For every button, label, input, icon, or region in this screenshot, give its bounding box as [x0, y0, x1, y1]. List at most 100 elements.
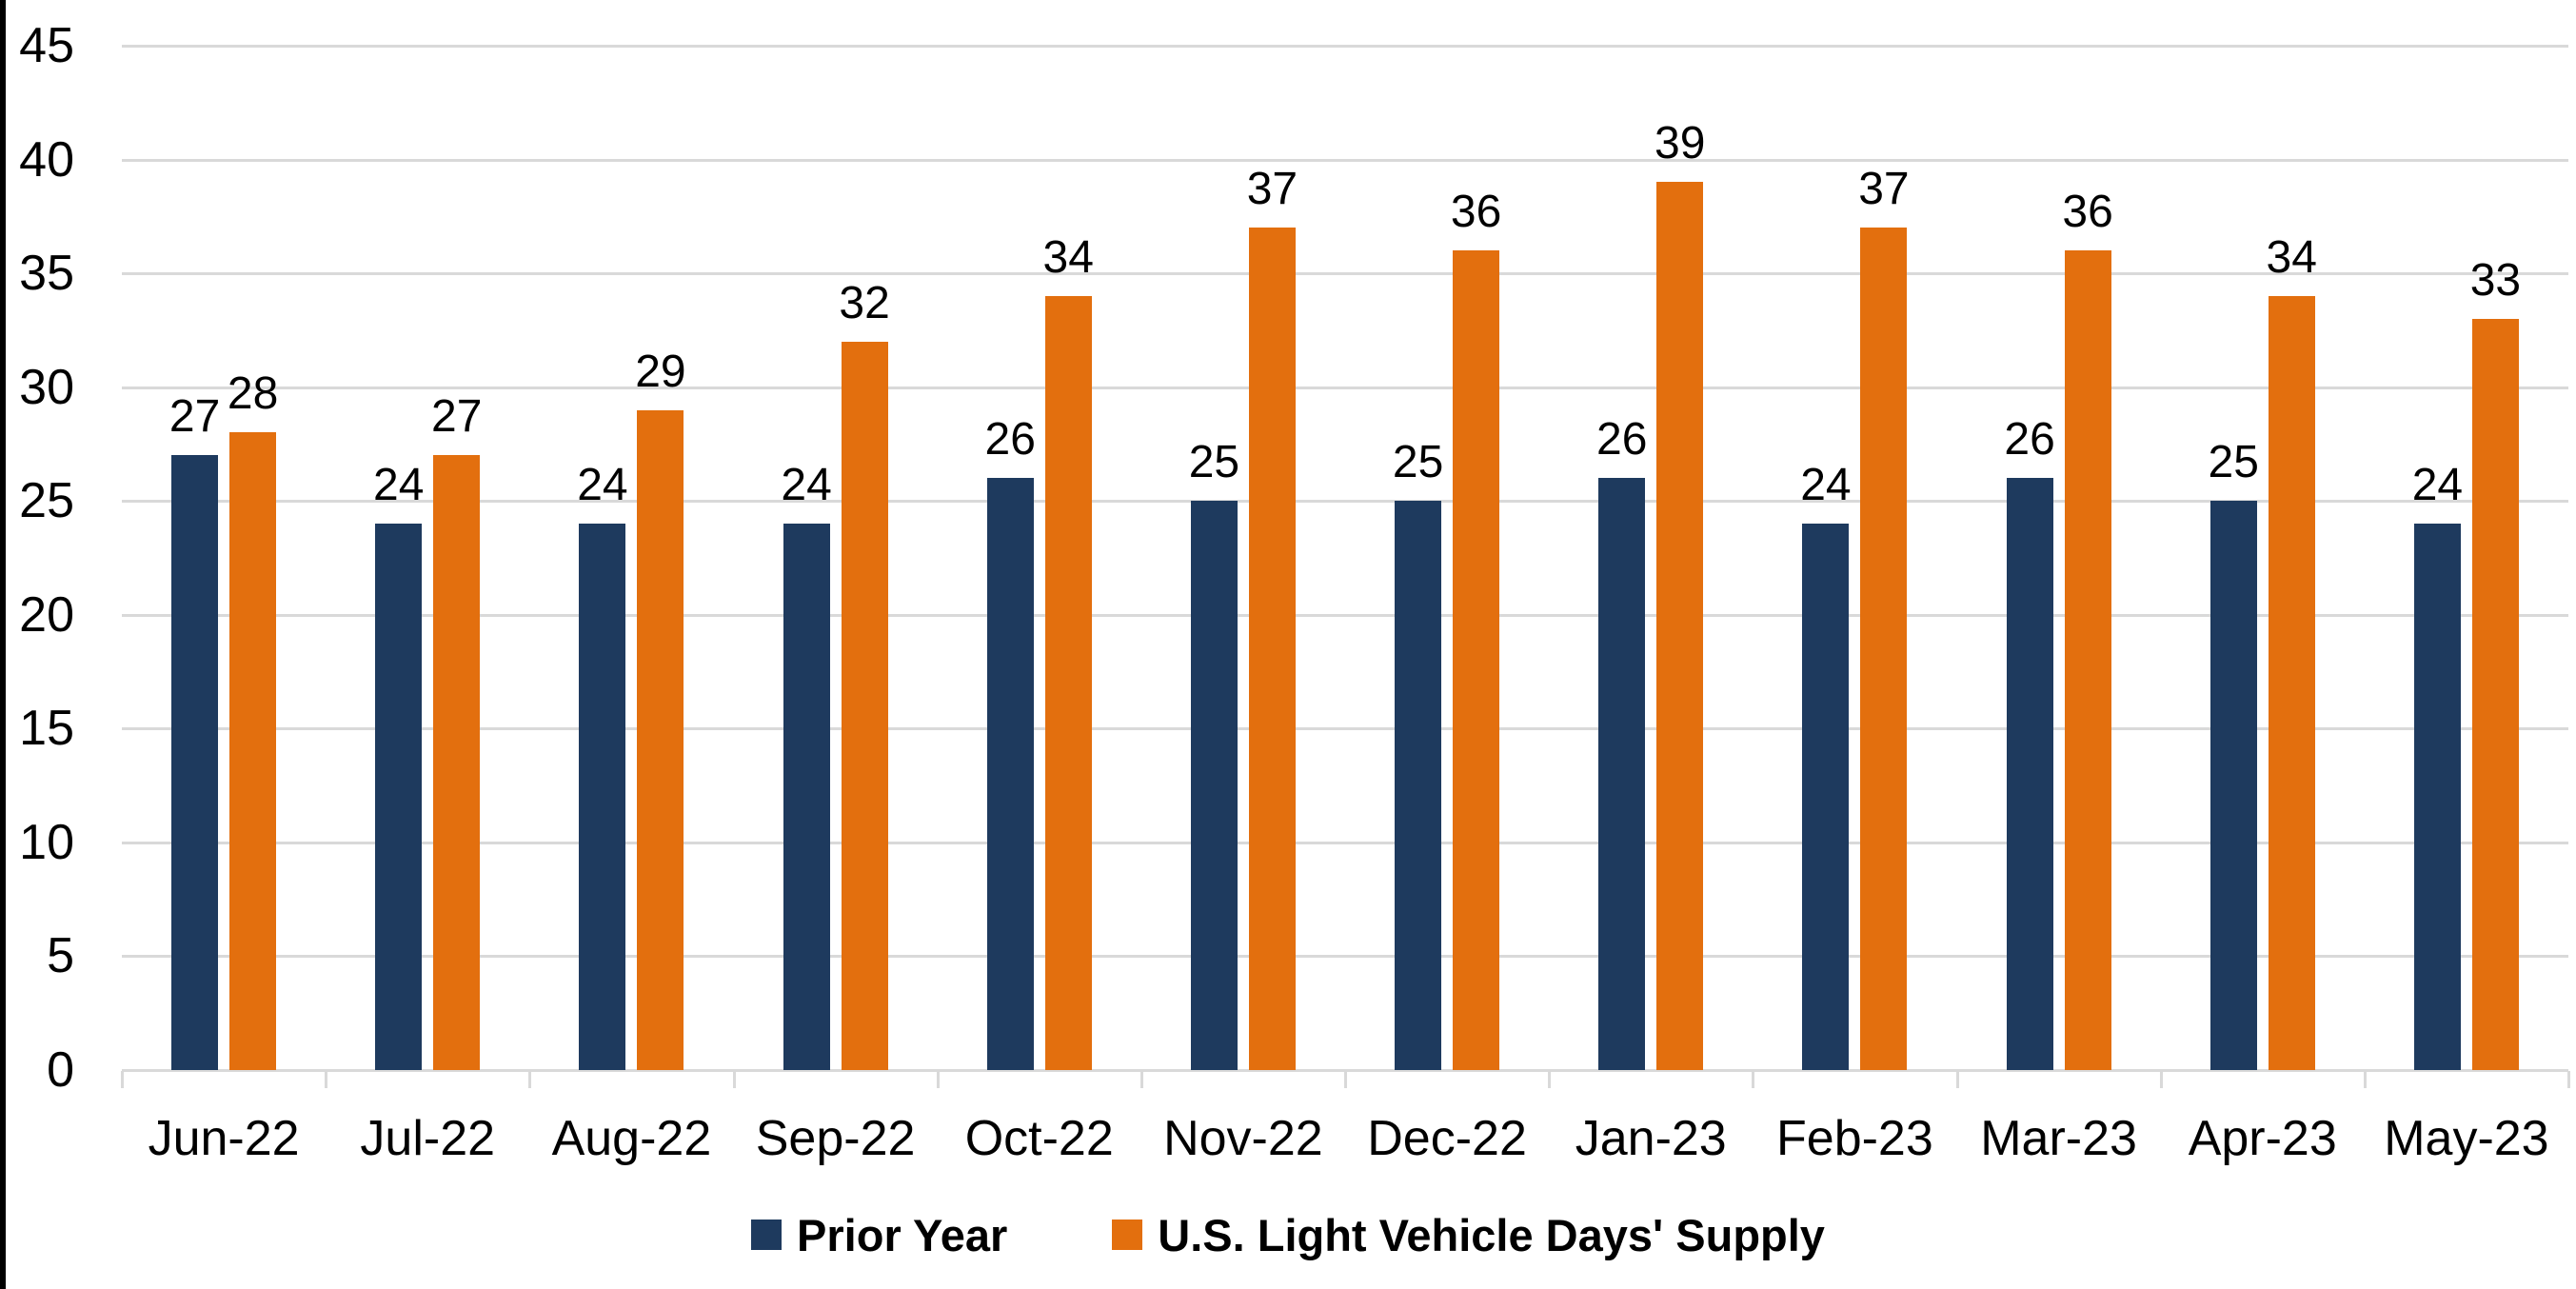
- bar-value-label: 24: [2411, 460, 2464, 511]
- days-supply-swatch-icon: [1112, 1220, 1143, 1250]
- gridline: [122, 613, 2568, 617]
- bar-prior-year: [986, 478, 1034, 1070]
- bar-prior-year: [2209, 501, 2257, 1070]
- bar-value-label: 24: [373, 460, 425, 511]
- bar-value-label: 24: [781, 460, 832, 511]
- bar-days-supply: [2268, 296, 2315, 1070]
- bar-prior-year: [783, 524, 830, 1070]
- gridline: [122, 727, 2568, 731]
- bar-value-label: 24: [577, 460, 628, 511]
- bar-value-label: 32: [839, 277, 890, 328]
- bar-days-supply: [1860, 228, 1908, 1070]
- bar-prior-year: [375, 524, 423, 1070]
- x-axis-tick: [2159, 1071, 2163, 1088]
- x-axis-label: Apr-23: [2188, 1111, 2337, 1166]
- bar-prior-year: [2006, 478, 2053, 1070]
- bar-value-label: 34: [2266, 232, 2317, 284]
- bar-value-label: 36: [2062, 187, 2113, 238]
- x-axis-tick: [528, 1071, 532, 1088]
- bar-value-label: 34: [1042, 232, 1094, 284]
- x-axis-label: Aug-22: [551, 1111, 712, 1166]
- x-axis-baseline: [122, 1069, 2568, 1072]
- bar-days-supply: [1044, 296, 1092, 1070]
- bar-value-label: 25: [1188, 437, 1240, 488]
- gridline: [122, 841, 2568, 844]
- x-axis-tick: [2567, 1071, 2570, 1088]
- bar-days-supply: [637, 409, 684, 1070]
- bar-value-label: 37: [1858, 164, 1910, 215]
- bar-prior-year: [1802, 524, 1850, 1070]
- y-axis-label: 30: [19, 359, 74, 415]
- x-axis-label: Oct-22: [964, 1111, 1114, 1166]
- bar-value-label: 25: [1392, 437, 1444, 488]
- bar-days-supply: [1656, 182, 1704, 1070]
- bar-value-label: 33: [2469, 254, 2522, 306]
- x-axis-label: Mar-23: [1980, 1111, 2137, 1166]
- bar-value-label: 26: [2004, 414, 2055, 466]
- x-axis-tick: [2363, 1071, 2367, 1088]
- prior-year-swatch-icon: [751, 1220, 783, 1250]
- gridline: [122, 272, 2568, 276]
- y-axis-label: 10: [19, 814, 74, 870]
- y-axis-label: 5: [47, 928, 74, 984]
- x-axis-tick: [936, 1071, 940, 1088]
- x-axis-tick: [1955, 1071, 1959, 1088]
- bar-days-supply: [2064, 250, 2111, 1070]
- y-axis-label: 40: [19, 131, 74, 188]
- y-axis-label: 0: [47, 1042, 74, 1098]
- y-axis-label: 35: [19, 246, 74, 302]
- legend-item-prior-year: Prior Year: [751, 1209, 1007, 1261]
- bar-prior-year: [1190, 501, 1238, 1070]
- left-border-line: [0, 0, 6, 1289]
- x-axis-tick: [1548, 1071, 1552, 1088]
- x-axis-tick: [325, 1071, 328, 1088]
- x-axis-tick: [1752, 1071, 1755, 1088]
- gridline: [122, 386, 2568, 389]
- bar-value-label: 25: [2208, 437, 2259, 488]
- bar-days-supply: [841, 341, 888, 1070]
- x-axis-label: Jan-23: [1575, 1111, 1727, 1166]
- bar-prior-year: [2413, 524, 2461, 1070]
- x-axis-tick: [1344, 1071, 1347, 1088]
- y-axis-label: 25: [19, 473, 74, 529]
- bar-value-label: 29: [635, 346, 686, 397]
- bar-value-label: 37: [1246, 164, 1298, 215]
- bar-days-supply: [433, 455, 481, 1070]
- gridline: [122, 955, 2568, 959]
- x-axis-label: Jul-22: [360, 1111, 496, 1166]
- x-axis-label: Sep-22: [755, 1111, 916, 1166]
- x-axis-label: Nov-22: [1163, 1111, 1323, 1166]
- bar-days-supply: [2471, 318, 2519, 1070]
- y-axis-label: 20: [19, 586, 74, 643]
- bar-value-label: 27: [168, 391, 221, 443]
- y-axis-label: 45: [19, 18, 74, 73]
- legend-label-prior-year: Prior Year: [797, 1209, 1008, 1260]
- x-axis-label: May-23: [2384, 1111, 2549, 1166]
- x-axis-tick: [1139, 1071, 1143, 1088]
- x-axis-label: Dec-22: [1367, 1111, 1527, 1166]
- y-axis-label: 15: [19, 701, 74, 757]
- bar-value-label: 39: [1655, 118, 1706, 169]
- legend-label-days-supply: U.S. Light Vehicle Days' Supply: [1158, 1209, 1825, 1260]
- bar-value-label: 26: [984, 414, 1036, 466]
- x-axis-label: Jun-22: [148, 1111, 300, 1166]
- bar-days-supply: [229, 432, 277, 1070]
- gridline: [122, 45, 2568, 48]
- bar-days-supply: [1453, 250, 1500, 1070]
- bar-prior-year: [1395, 501, 1442, 1070]
- x-axis-tick: [121, 1071, 124, 1088]
- bar-value-label: 24: [1800, 460, 1852, 511]
- bar-prior-year: [579, 524, 626, 1070]
- bar-value-label: 26: [1596, 414, 1648, 466]
- x-axis-tick: [732, 1071, 736, 1088]
- bar-days-supply: [1248, 228, 1296, 1070]
- bar-value-label: 36: [1450, 187, 1502, 238]
- bar-value-label: 27: [431, 391, 483, 443]
- bar-value-label: 28: [227, 368, 279, 420]
- bar-prior-year: [1598, 478, 1646, 1070]
- x-axis-label: Feb-23: [1776, 1111, 1933, 1166]
- chart-legend: Prior Year U.S. Light Vehicle Days' Supp…: [0, 1201, 2576, 1268]
- gridline: [122, 500, 2568, 504]
